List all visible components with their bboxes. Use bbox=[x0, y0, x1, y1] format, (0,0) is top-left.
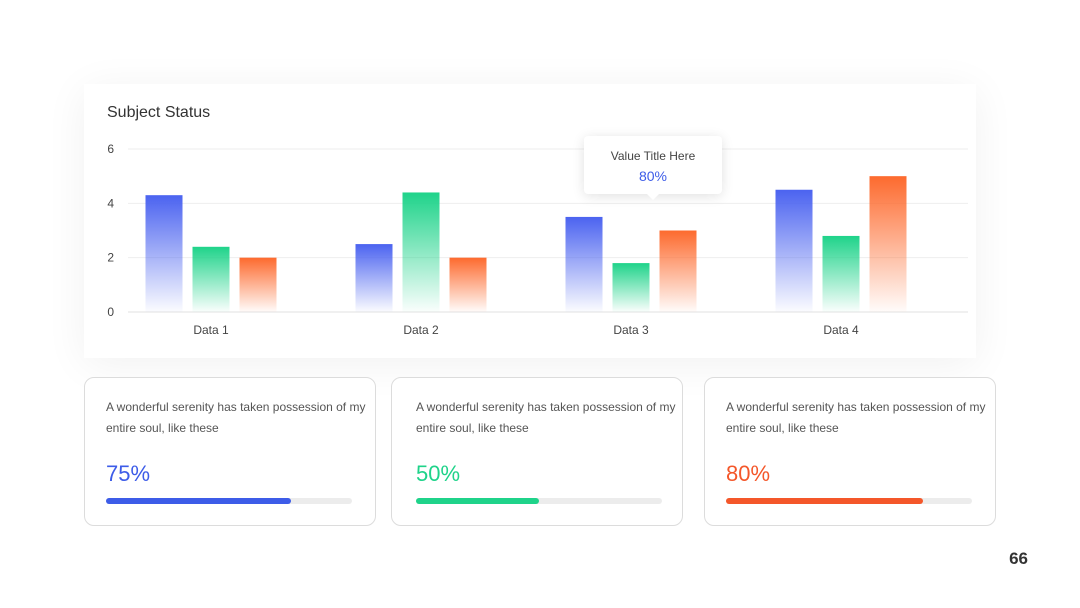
x-tick-label: Data 3 bbox=[613, 323, 649, 337]
page-number: 66 bbox=[1009, 549, 1028, 568]
progress-fill bbox=[106, 498, 291, 504]
stat-value: 75% bbox=[106, 461, 151, 486]
stat-description: A wonderful serenity has taken possessio… bbox=[106, 400, 366, 435]
bar[interactable] bbox=[869, 176, 907, 312]
stat-card: A wonderful serenity has taken possessio… bbox=[704, 377, 996, 526]
bar[interactable] bbox=[355, 244, 393, 312]
bar[interactable] bbox=[449, 257, 487, 312]
stat-description: A wonderful serenity has taken possessio… bbox=[416, 400, 676, 435]
progress-fill bbox=[416, 498, 539, 504]
stat-description: A wonderful serenity has taken possessio… bbox=[726, 400, 986, 435]
bar[interactable] bbox=[402, 192, 440, 312]
y-tick-label: 0 bbox=[107, 305, 114, 319]
progress-track bbox=[726, 498, 972, 504]
bar[interactable] bbox=[822, 235, 860, 312]
progress-track bbox=[416, 498, 662, 504]
bar[interactable] bbox=[612, 263, 650, 312]
progress-fill bbox=[726, 498, 923, 504]
tooltip-title: Value Title Here bbox=[610, 149, 696, 163]
chart-title: Subject Status bbox=[107, 104, 211, 121]
bar[interactable] bbox=[192, 246, 230, 312]
stat-value: 80% bbox=[726, 461, 771, 486]
x-tick-label: Data 1 bbox=[193, 323, 229, 337]
bar[interactable] bbox=[775, 189, 813, 312]
chart-card: Subject Status 0 2 4 6 Data 1 Data 2 Data 3 Dat… bbox=[84, 84, 976, 358]
y-tick-label: 4 bbox=[107, 196, 114, 210]
chart-tooltip: Value Title Here 80% bbox=[584, 136, 722, 200]
x-tick-label: Data 4 bbox=[823, 323, 859, 337]
tooltip-value: 80% bbox=[638, 168, 668, 184]
bar[interactable] bbox=[145, 195, 183, 312]
bar[interactable] bbox=[239, 257, 277, 312]
progress-track bbox=[106, 498, 352, 504]
x-tick-label: Data 2 bbox=[403, 323, 439, 337]
y-tick-label: 6 bbox=[107, 142, 114, 156]
bar[interactable] bbox=[659, 230, 697, 313]
stat-value: 50% bbox=[416, 461, 461, 486]
bar-chart: 0 2 4 6 Data 1 Data 2 Data 3 Data 4 bbox=[107, 142, 968, 337]
y-tick-label: 2 bbox=[107, 251, 114, 265]
stat-card: A wonderful serenity has taken possessio… bbox=[391, 377, 683, 526]
bar[interactable] bbox=[565, 216, 603, 312]
stat-card: A wonderful serenity has taken possessio… bbox=[84, 377, 376, 526]
